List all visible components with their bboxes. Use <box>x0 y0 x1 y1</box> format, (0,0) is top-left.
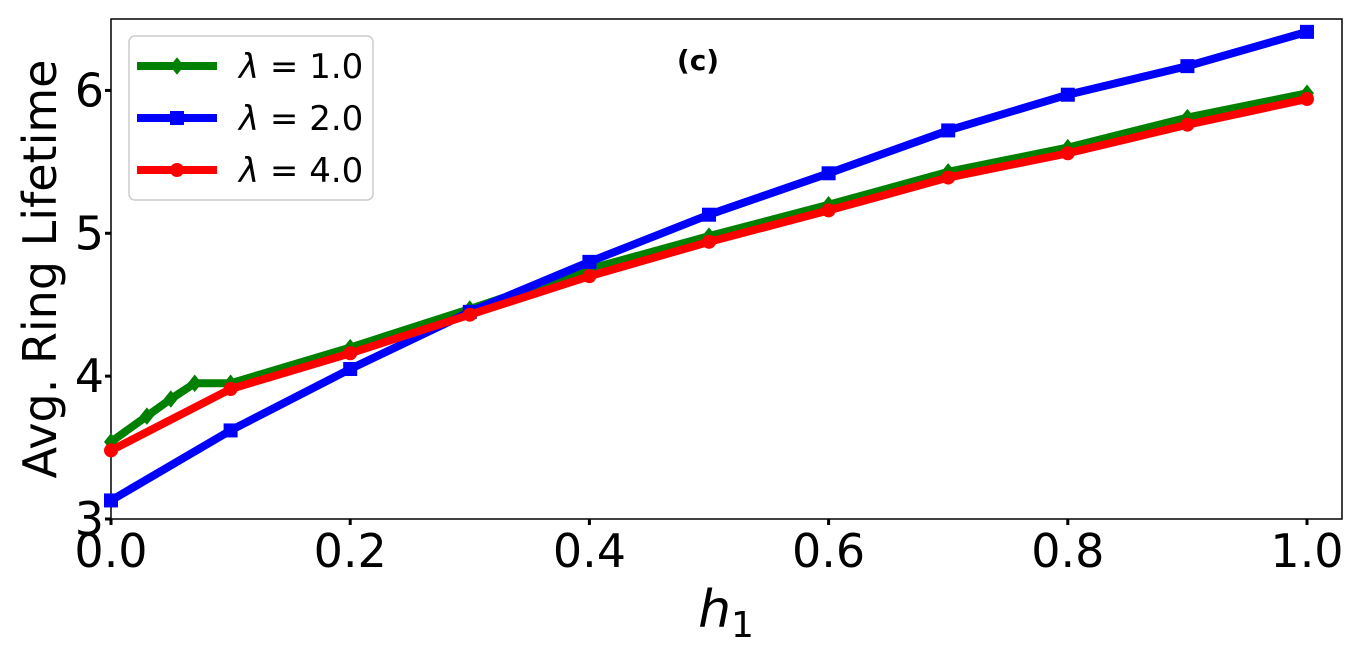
series-3 <box>104 92 1314 458</box>
data-point <box>223 382 238 396</box>
data-point <box>1300 24 1314 39</box>
data-point <box>821 166 836 181</box>
data-point <box>223 423 238 438</box>
x-tick-label: 0.0 <box>74 524 147 578</box>
legend-marker <box>170 57 184 75</box>
series-layer <box>104 24 1314 508</box>
data-point <box>343 362 358 376</box>
y-tick-label: 4 <box>75 349 104 403</box>
legend-marker <box>170 163 184 177</box>
data-point <box>462 307 477 322</box>
data-point <box>702 234 716 249</box>
data-point <box>941 170 956 185</box>
data-point <box>187 374 202 393</box>
axis-ticks: 0.0 0.2 0.4 0.6 0.8 1.0 3 4 5 6 <box>74 63 1343 578</box>
legend-entry-1: λ = 1.0 <box>137 47 363 87</box>
data-point <box>163 390 178 408</box>
legend-frame <box>128 35 374 201</box>
y-tick-label: 6 <box>75 63 104 117</box>
data-point <box>104 493 118 508</box>
x-tick-label: 0.2 <box>314 524 387 578</box>
data-point <box>1300 92 1314 106</box>
y-axis-label: Avg. Ring Lifetime <box>13 60 67 479</box>
data-point <box>821 203 836 218</box>
data-point <box>343 346 358 361</box>
plot-area-frame <box>110 18 1343 520</box>
y-tick-label: 5 <box>75 206 104 260</box>
data-point <box>104 443 118 458</box>
y-tick-label: 3 <box>75 492 104 546</box>
legend-label: λ = 4.0 <box>237 151 363 191</box>
x-tick-label: 1.0 <box>1270 524 1343 578</box>
x-axis-label: h1 <box>698 580 754 646</box>
x-axis-label-subscript: 1 <box>731 605 754 646</box>
data-point <box>582 254 597 269</box>
legend-marker <box>170 111 184 125</box>
legend-label: λ = 1.0 <box>237 47 363 87</box>
data-point <box>582 269 597 284</box>
legend-entry-3: λ = 4.0 <box>137 151 363 191</box>
legend-entry-2: λ = 2.0 <box>137 99 363 139</box>
data-point <box>1060 87 1075 102</box>
data-point <box>702 207 716 222</box>
x-tick-label: 0.4 <box>553 524 626 578</box>
data-point <box>1180 117 1195 132</box>
data-point <box>941 123 956 138</box>
data-point <box>1180 59 1195 74</box>
data-point <box>1060 146 1075 161</box>
x-tick-label: 0.6 <box>792 524 865 578</box>
legend: λ = 1.0 λ = 2.0 λ = 4.0 <box>128 35 374 201</box>
x-tick-label: 0.8 <box>1031 524 1104 578</box>
legend-label: λ = 2.0 <box>237 99 363 139</box>
series-2 <box>104 24 1314 508</box>
data-point <box>139 407 154 425</box>
panel-annotation: (c) <box>677 44 719 77</box>
x-axis-label-main: h <box>698 580 731 640</box>
